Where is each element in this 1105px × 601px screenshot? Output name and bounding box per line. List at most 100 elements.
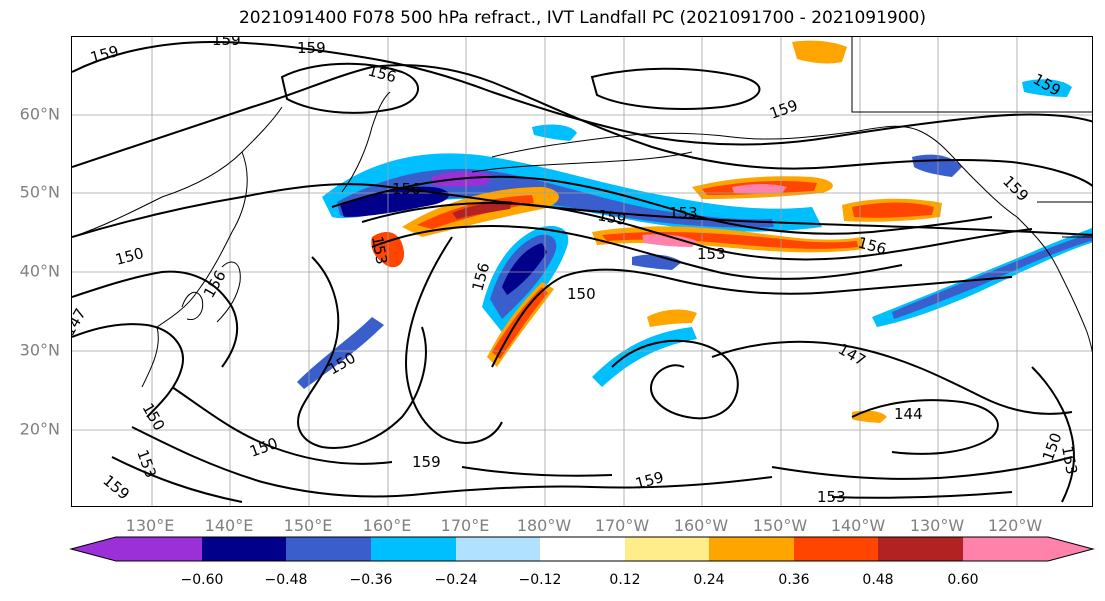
contour-alaska-loop: [590, 67, 761, 110]
contour-153-se: [831, 491, 1013, 499]
neg-subtropic: [592, 327, 697, 387]
colorbar: [69, 536, 1095, 562]
lon-label-150w: 150°W: [752, 516, 808, 535]
colorbar-tick-m048: −0.48: [264, 572, 308, 588]
lat-label-60n: 60°N: [19, 104, 60, 124]
contour-label: 159: [297, 39, 326, 57]
colorbar-segment: [709, 537, 794, 561]
contour-label: 156: [392, 180, 421, 198]
coast-kamchatka: [341, 91, 391, 193]
contour-159-north: [72, 40, 1092, 146]
contour-label: 144: [894, 405, 923, 423]
contour-label: 159: [412, 453, 441, 471]
colorbar-segment: [202, 537, 286, 561]
colorbar-outline: [69, 536, 1095, 562]
pos-pink-ne: [732, 184, 787, 194]
contour-144-east: [851, 399, 999, 455]
colorbar-segment: [371, 537, 456, 561]
coast-na-west: [1016, 216, 1092, 353]
colorbar-tick-m012: −0.12: [518, 572, 562, 588]
contour-147-east: [711, 340, 1073, 415]
contour-label: 159: [88, 42, 120, 67]
contour-labels: 159 159 156 159 159 156 159 153 153 153 …: [72, 37, 1081, 506]
map-title: 2021091400 F078 500 hPa refract., IVT La…: [238, 8, 926, 28]
map-svg: 159 159 156 159 159 156 159 153 153 153 …: [72, 37, 1092, 506]
pos-pink-mid: [642, 234, 697, 247]
lat-label-30n: 30°N: [19, 340, 60, 360]
colorbar-tick-p012: 0.12: [609, 572, 641, 588]
colorbar-tick-p024: 0.24: [693, 572, 725, 588]
neg-plume-deep: [502, 243, 547, 295]
contour-label: 159: [633, 468, 665, 493]
contour-label: 156: [856, 233, 888, 258]
pos-patch-3: [852, 410, 887, 423]
neg-core-east: [892, 233, 1092, 319]
coast-na-border: [851, 37, 1092, 238]
contour-159-band: [331, 175, 993, 235]
contour-label: 153: [368, 235, 391, 266]
contour-150-south: [171, 386, 393, 465]
colorbar-segment: [71, 537, 202, 561]
lon-label-140e: 140°E: [204, 516, 254, 535]
neg-patch-1: [1022, 79, 1072, 97]
contour-label: 150: [567, 285, 596, 303]
contour-156-north: [72, 64, 1092, 187]
colorbar-tick-p036: 0.36: [778, 572, 810, 588]
colorbar-tick-p060: 0.60: [947, 572, 979, 588]
contour-east-edge: [1031, 366, 1075, 503]
lat-label-40n: 40°N: [19, 261, 60, 281]
contour-west-arc2: [72, 323, 184, 418]
neg-arm-sw: [297, 317, 384, 389]
contour-label: 159: [212, 37, 241, 49]
map-panel: 159 159 156 159 159 156 159 153 153 153 …: [71, 36, 1093, 507]
contour-153-band: [371, 225, 903, 280]
contour-label: 150: [139, 400, 169, 434]
lon-label-170e: 170°E: [440, 516, 490, 535]
contour-label: 153: [1058, 445, 1081, 476]
coast-alaska: [491, 125, 1018, 218]
gridlines: [72, 37, 1092, 506]
colorbar-tick-m036: −0.36: [349, 572, 393, 588]
lon-label-160w: 160°W: [673, 516, 729, 535]
contour-label: 153: [817, 488, 846, 506]
contour-label: 150: [113, 244, 145, 269]
neg-patch-2: [532, 124, 577, 141]
contour-156-south: [111, 456, 613, 503]
pos-deep-north: [452, 201, 512, 219]
contour-label: 153: [669, 204, 698, 222]
contour-153-south: [131, 426, 773, 498]
contour-label: 159: [596, 206, 627, 229]
lon-label-150e: 150°E: [283, 516, 333, 535]
pos-core-ne2: [852, 202, 934, 218]
coastlines: [72, 37, 1092, 388]
contour-north-loop: [280, 62, 419, 114]
lon-label-120w: 120°W: [987, 516, 1043, 535]
colorbar-segment: [456, 537, 540, 561]
colorbar-tick-p048: 0.48: [862, 572, 894, 588]
colorbar-segment: [540, 537, 625, 561]
lon-label-160e: 160°E: [362, 516, 412, 535]
contour-loop-b: [611, 339, 739, 420]
colorbar-tick-m024: −0.24: [434, 572, 478, 588]
lon-label-170w: 170°W: [594, 516, 650, 535]
coast-korea-japan: [181, 261, 241, 323]
lon-label-130e: 130°E: [125, 516, 175, 535]
colorbar-tick-m060: −0.60: [180, 572, 224, 588]
pos-patch-2: [792, 40, 847, 64]
colorbar-segment: [963, 537, 1093, 561]
contour-loop-a: [405, 236, 503, 444]
contour-150-mid: [491, 268, 1013, 368]
lat-label-20n: 20°N: [19, 419, 60, 439]
colorbar-segment: [625, 537, 709, 561]
colorbar-segment: [878, 537, 963, 561]
lat-label-50n: 50°N: [19, 182, 60, 202]
contour-150-se: [771, 456, 1073, 480]
contour-label: 159: [99, 471, 133, 503]
neg-small-1: [632, 254, 682, 270]
shading-layer: [297, 40, 1092, 423]
contour-label: 153: [133, 447, 160, 480]
contour-label: 159: [999, 172, 1032, 205]
lon-label-140w: 140°W: [830, 516, 886, 535]
colorbar-segment: [286, 537, 371, 561]
contour-156-band: [361, 202, 1033, 261]
